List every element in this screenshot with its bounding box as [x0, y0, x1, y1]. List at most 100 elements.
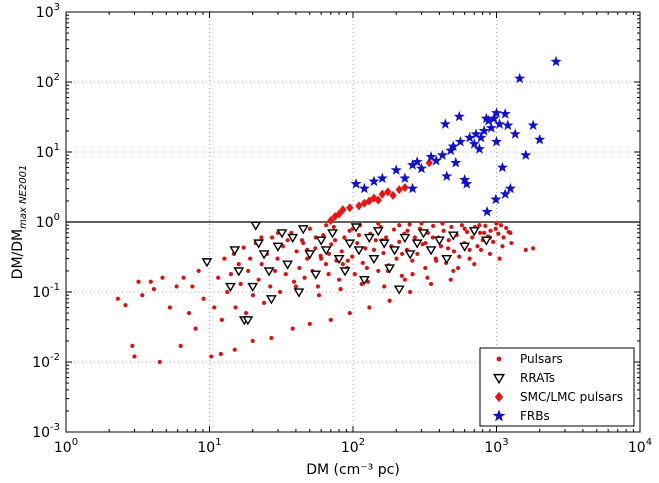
- rrats-point: [310, 270, 322, 280]
- pulsars-point: [407, 222, 412, 227]
- pulsars-point: [478, 247, 484, 252]
- pulsars-point: [397, 239, 402, 244]
- smc-lmc-pulsars-point: [389, 190, 397, 200]
- pulsars-point: [451, 249, 457, 254]
- pulsars-point: [136, 279, 141, 284]
- rrats-point: [201, 258, 213, 268]
- y-axis-label-subscript: max NE2001: [18, 165, 29, 229]
- pulsars-point: [222, 256, 227, 261]
- pulsars-point: [373, 238, 378, 243]
- rrats-point: [480, 236, 492, 246]
- pulsars-point: [402, 277, 408, 282]
- pulsars-point: [297, 265, 302, 271]
- rrats-point: [242, 316, 254, 326]
- rrats-point: [293, 288, 305, 298]
- y-tick-label: 10-2: [32, 352, 60, 371]
- x-tick-label: 101: [197, 437, 221, 456]
- pulsars-point: [123, 302, 128, 308]
- pulsars-point: [477, 223, 482, 228]
- rrats-point: [358, 276, 370, 286]
- rrats-point: [258, 250, 270, 260]
- pulsars-point: [399, 273, 404, 278]
- pulsars-point: [371, 247, 377, 252]
- rrats-point: [282, 260, 293, 270]
- frbs-point: [490, 107, 503, 118]
- series-frbs: [350, 55, 562, 217]
- rrats-point: [384, 264, 396, 274]
- pulsars-point: [508, 230, 513, 235]
- pulsars-point: [244, 310, 249, 316]
- pulsars-point: [345, 258, 350, 263]
- rrats-point: [247, 282, 259, 293]
- smc-lmc-pulsars-point: [355, 201, 363, 211]
- legend-marker-smc-lmc-pulsars: [494, 391, 504, 403]
- pulsars-point: [428, 281, 434, 287]
- legend-label-pulsars: Pulsars: [520, 352, 563, 366]
- pulsars-point: [181, 275, 186, 280]
- pulsars-point: [301, 240, 306, 246]
- pulsars-point: [305, 256, 310, 261]
- legend: Pulsars RRATs SMC/LMC pulsars FRBs: [479, 347, 635, 427]
- pulsars-point: [467, 247, 472, 252]
- pulsars-point: [115, 296, 121, 301]
- legend-label-frbs: FRBs: [520, 409, 550, 423]
- pulsars-point: [352, 272, 357, 277]
- pulsars-point: [430, 235, 435, 240]
- rrats-point: [418, 229, 429, 239]
- legend-label-rrats: RRATs: [520, 371, 555, 385]
- pulsars-point: [381, 250, 386, 256]
- rrats-point: [272, 242, 284, 252]
- pulsars-point: [216, 275, 221, 280]
- rrats-point: [265, 295, 277, 305]
- pulsars-point: [408, 289, 413, 295]
- pulsars-point: [338, 287, 343, 292]
- frbs-point: [407, 182, 419, 194]
- frbs-point: [436, 149, 448, 160]
- pulsars-point: [232, 347, 237, 352]
- rrats-point: [363, 233, 375, 244]
- frbs-point: [453, 110, 465, 122]
- pulsars-point: [196, 268, 201, 274]
- pulsars-point: [236, 262, 241, 267]
- pulsars-point: [347, 310, 352, 316]
- rrats-point: [368, 254, 380, 265]
- y-tick-label: 102: [36, 72, 60, 91]
- pulsars-point: [496, 231, 501, 236]
- pulsars-point: [248, 256, 253, 261]
- frbs-point: [350, 178, 362, 189]
- smc-lmc-pulsars-point: [384, 187, 392, 197]
- frbs-point: [502, 119, 514, 131]
- pulsars-point: [498, 223, 504, 228]
- pulsars-point: [132, 354, 137, 359]
- frbs-point: [439, 118, 451, 129]
- pulsars-point: [283, 272, 288, 277]
- pulsars-point: [313, 235, 318, 240]
- pulsars-point: [493, 226, 498, 231]
- x-axis-label: DM (cm⁻³ pc): [306, 462, 400, 478]
- pulsars-point: [487, 251, 493, 257]
- pulsars-point: [201, 296, 206, 301]
- smc-lmc-pulsars-point: [327, 215, 335, 226]
- pulsars-point: [313, 246, 318, 251]
- pulsars-point: [488, 228, 493, 233]
- frbs-point: [390, 164, 402, 175]
- svg-text:DM/DMmax NE2001: DM/DMmax NE2001: [10, 165, 29, 280]
- pulsars-point: [212, 305, 217, 310]
- pulsars-point: [250, 338, 255, 344]
- frbs-point: [490, 193, 502, 205]
- pulsars-point: [472, 262, 477, 267]
- pulsars-point: [259, 235, 264, 240]
- rrats-point: [229, 246, 241, 256]
- pulsars-point: [302, 275, 307, 280]
- pulsars-point: [367, 305, 372, 310]
- pulsars-point: [140, 293, 145, 298]
- pulsars-point: [294, 249, 299, 254]
- pulsars-point: [307, 321, 312, 327]
- smc-lmc-pulsars-point: [425, 158, 433, 168]
- pulsars-point: [130, 343, 135, 348]
- pulsars-point: [350, 254, 355, 259]
- frbs-point: [481, 205, 493, 217]
- series-layer: [115, 55, 562, 365]
- pulsars-point: [441, 228, 446, 233]
- pulsars-point: [246, 268, 251, 274]
